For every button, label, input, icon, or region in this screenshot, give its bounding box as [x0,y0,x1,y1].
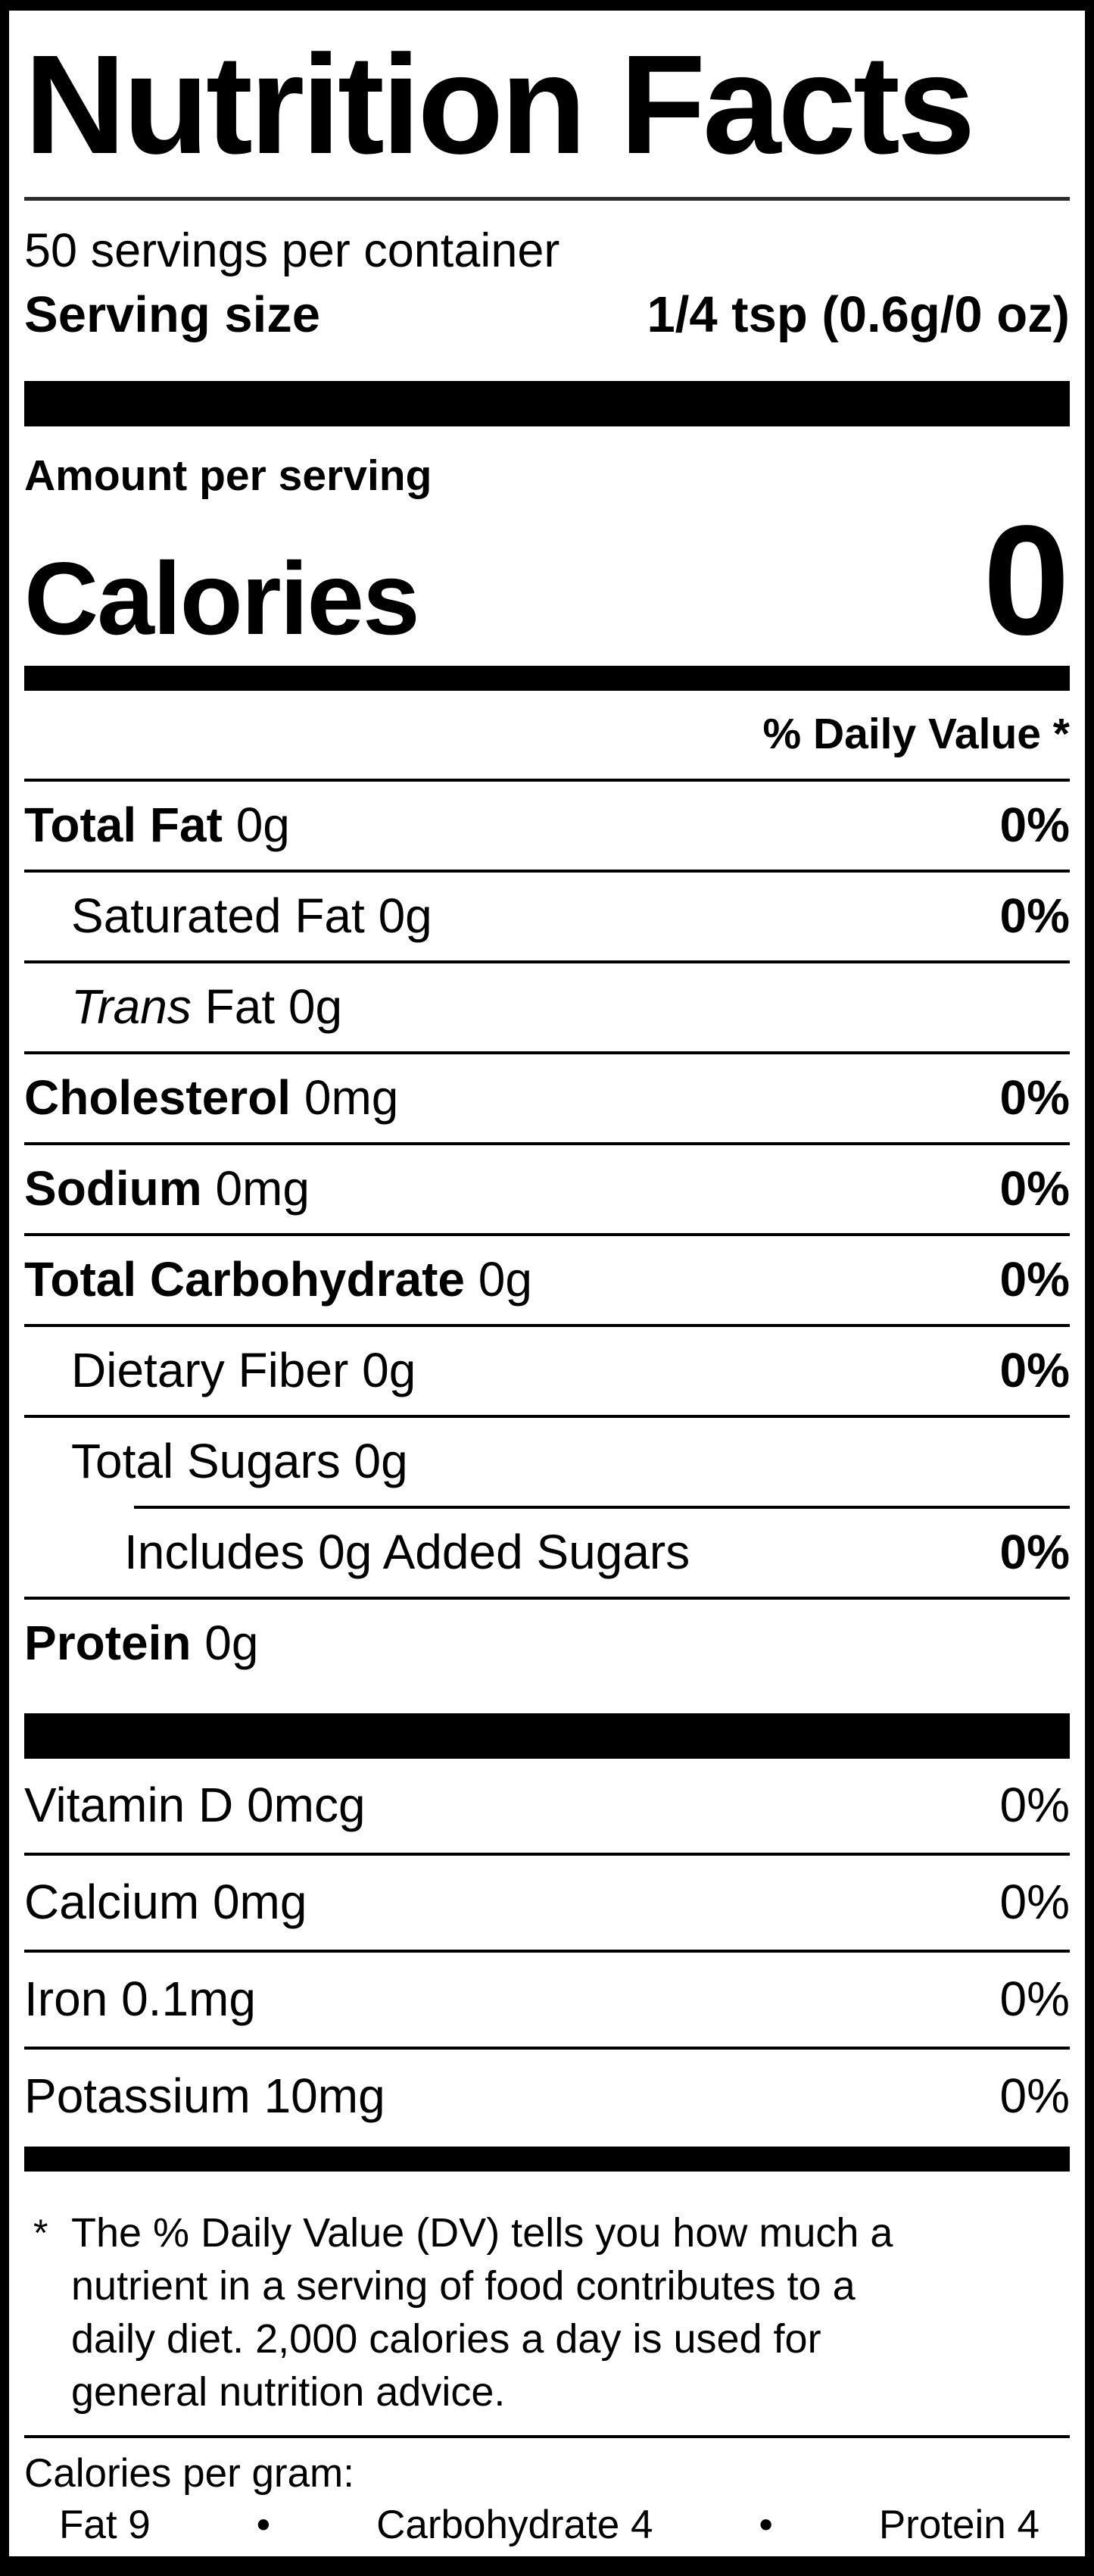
nutrient-name-bold: Total Carbohydrate [24,1251,465,1307]
bullet-separator-icon: • [256,2503,271,2547]
vitamin-dv: 0% [999,1971,1071,2026]
vitamin-dv: 0% [999,1777,1071,1832]
nutrient-name: Cholesterol 0mg [24,1071,398,1124]
nutrient-name-italic: Trans [71,979,192,1034]
nutrient-row-cholesterol: Cholesterol 0mg 0% [24,1054,1070,1142]
nutrient-row-protein: Protein 0g [24,1600,1070,1688]
nutrient-row-sodium: Sodium 0mg 0% [24,1145,1070,1233]
nutrient-name: Trans Fat 0g [71,980,342,1033]
footnote-asterisk: * [33,2211,48,2254]
nutrient-amount: 0mg [291,1069,399,1125]
footnote-text: The % Daily Value (DV) tells you how muc… [71,2206,893,2435]
nutrient-amount: 0mg [201,1160,310,1216]
thick-separator-bar-top [24,380,1070,426]
nutrient-name: Dietary Fiber 0g [71,1342,416,1397]
footnote-line: nutrient in a serving of food contribute… [71,2262,856,2309]
nutrient-dv: 0% [999,1069,1071,1125]
divider [24,1596,1070,1600]
calories-per-gram-section: Calories per gram: Fat 9 • Carbohydrate … [24,2438,1070,2556]
vitamin-name: Vitamin D 0mcg [24,1777,366,1832]
serving-size-row: Serving size 1/4 tsp (0.6g/0 oz) [24,284,1070,346]
title-divider [24,196,1070,201]
nutrient-row-added-sugars: Includes 0g Added Sugars 0% [24,1509,1070,1597]
cpg-protein: Protein 4 [878,2503,1039,2547]
calories-label: Calories [24,540,420,656]
vitamin-row-iron: Iron 0.1mg 0% [24,1953,1070,2047]
divider [24,2046,1070,2050]
divider [24,1949,1070,1953]
nutrient-name: Sodium 0mg [24,1162,310,1215]
nutrient-row-total-carbohydrate: Total Carbohydrate 0g 0% [24,1236,1070,1324]
thick-separator-bar-vitamins [24,1713,1070,1759]
vitamin-name: Iron 0.1mg [24,1971,256,2026]
vitamin-row-calcium: Calcium 0mg 0% [24,1856,1070,1950]
vitamin-dv: 0% [999,2068,1071,2123]
divider [24,1852,1070,1856]
calories-per-gram-values: Fat 9 • Carbohydrate 4 • Protein 4 [24,2502,1070,2549]
divider [24,2435,1070,2438]
nutrient-name: Protein 0g [24,1616,258,1669]
footnote-line: general nutrition advice. [71,2368,506,2415]
nutrient-amount: 0g [222,797,290,852]
nutrient-dv: 0% [999,1251,1071,1307]
vitamin-name: Calcium 0mg [24,1874,307,1929]
nutrient-name: Saturated Fat 0g [71,888,432,943]
nutrient-name: Total Sugars 0g [71,1433,408,1488]
nutrient-name-bold: Total Fat [24,797,223,852]
nutrient-row-total-sugars: Total Sugars 0g [24,1418,1070,1506]
nutrient-row-trans-fat: Trans Fat 0g [24,963,1070,1051]
calories-value: 0 [983,492,1070,667]
nutrient-amount: 0g [465,1251,532,1307]
divider [24,1141,1070,1145]
nutrient-name-bold: Cholesterol [24,1069,291,1125]
divider [24,1232,1070,1236]
divider [24,1414,1070,1418]
divider [24,778,1070,782]
cpg-carbohydrate: Carbohydrate 4 [376,2503,653,2547]
calories-row: Calories 0 [24,502,1070,658]
nutrient-name: Total Fat 0g [24,798,290,851]
label-title: Nutrition Facts [24,27,975,183]
nutrient-dv: 0% [999,1342,1071,1397]
calories-per-gram-label: Calories per gram: [24,2451,354,2496]
medium-separator-bar-footnote [24,2146,1070,2172]
vitamin-row-potassium: Potassium 10mg 0% [24,2050,1070,2144]
nutrient-row-total-fat: Total Fat 0g 0% [24,782,1070,870]
cpg-fat: Fat 9 [59,2503,151,2547]
servings-per-container: 50 servings per container [24,223,560,277]
bullet-separator-icon: • [759,2503,773,2547]
nutrient-name-bold: Sodium [24,1160,202,1216]
divider [24,1323,1070,1327]
nutrient-amount: Fat 0g [191,979,343,1034]
nutrient-dv: 0% [999,1160,1071,1216]
serving-size-label: Serving size [24,286,321,343]
vitamin-dv: 0% [999,1874,1071,1929]
footnote-line: daily diet. 2,000 calories a day is used… [71,2315,821,2362]
nutrient-row-saturated-fat: Saturated Fat 0g 0% [24,873,1070,960]
serving-size-value: 1/4 tsp (0.6g/0 oz) [647,286,1070,343]
nutrient-name-bold: Protein [24,1615,192,1670]
nutrient-name: Total Carbohydrate 0g [24,1253,532,1306]
divider-indented [134,1505,1070,1509]
vitamin-name: Potassium 10mg [24,2068,385,2123]
nutrient-dv: 0% [999,797,1071,852]
daily-value-footnote: * The % Daily Value (DV) tells you how m… [24,2172,1070,2435]
nutrient-name: Includes 0g Added Sugars [124,1524,690,1579]
nutrient-dv: 0% [999,888,1071,943]
divider [24,960,1070,963]
divider [24,869,1070,873]
vitamin-row-vitamin-d: Vitamin D 0mcg 0% [24,1759,1070,1853]
nutrient-row-dietary-fiber: Dietary Fiber 0g 0% [24,1327,1070,1415]
divider [24,1051,1070,1054]
amount-per-serving-label: Amount per serving [24,451,432,500]
nutrient-dv: 0% [999,1524,1071,1579]
footnote-line: The % Daily Value (DV) tells you how muc… [71,2209,893,2256]
nutrient-amount: 0g [191,1615,259,1670]
medium-separator-bar-calories [24,665,1070,691]
daily-value-header: % Daily Value * [762,709,1070,758]
